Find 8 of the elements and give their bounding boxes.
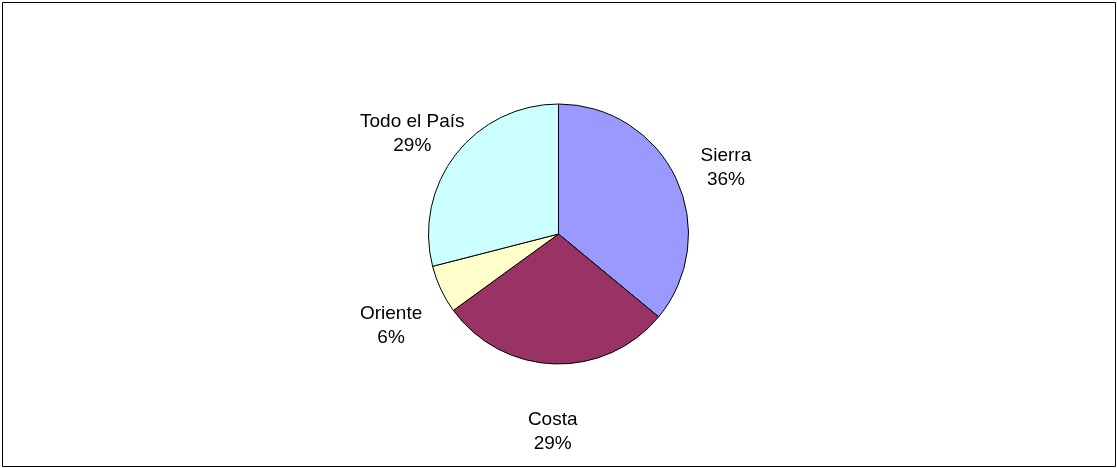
data-label: 29% [393,133,432,155]
data-label: 6% [377,325,405,347]
data-label: 36% [706,168,746,190]
slice-label: Sierra [700,144,752,166]
slice-label: Oriente [359,301,423,323]
slice-label: Todo el País [360,109,465,131]
data-label: 29% [533,431,572,453]
slice-label: Costa [527,407,578,429]
